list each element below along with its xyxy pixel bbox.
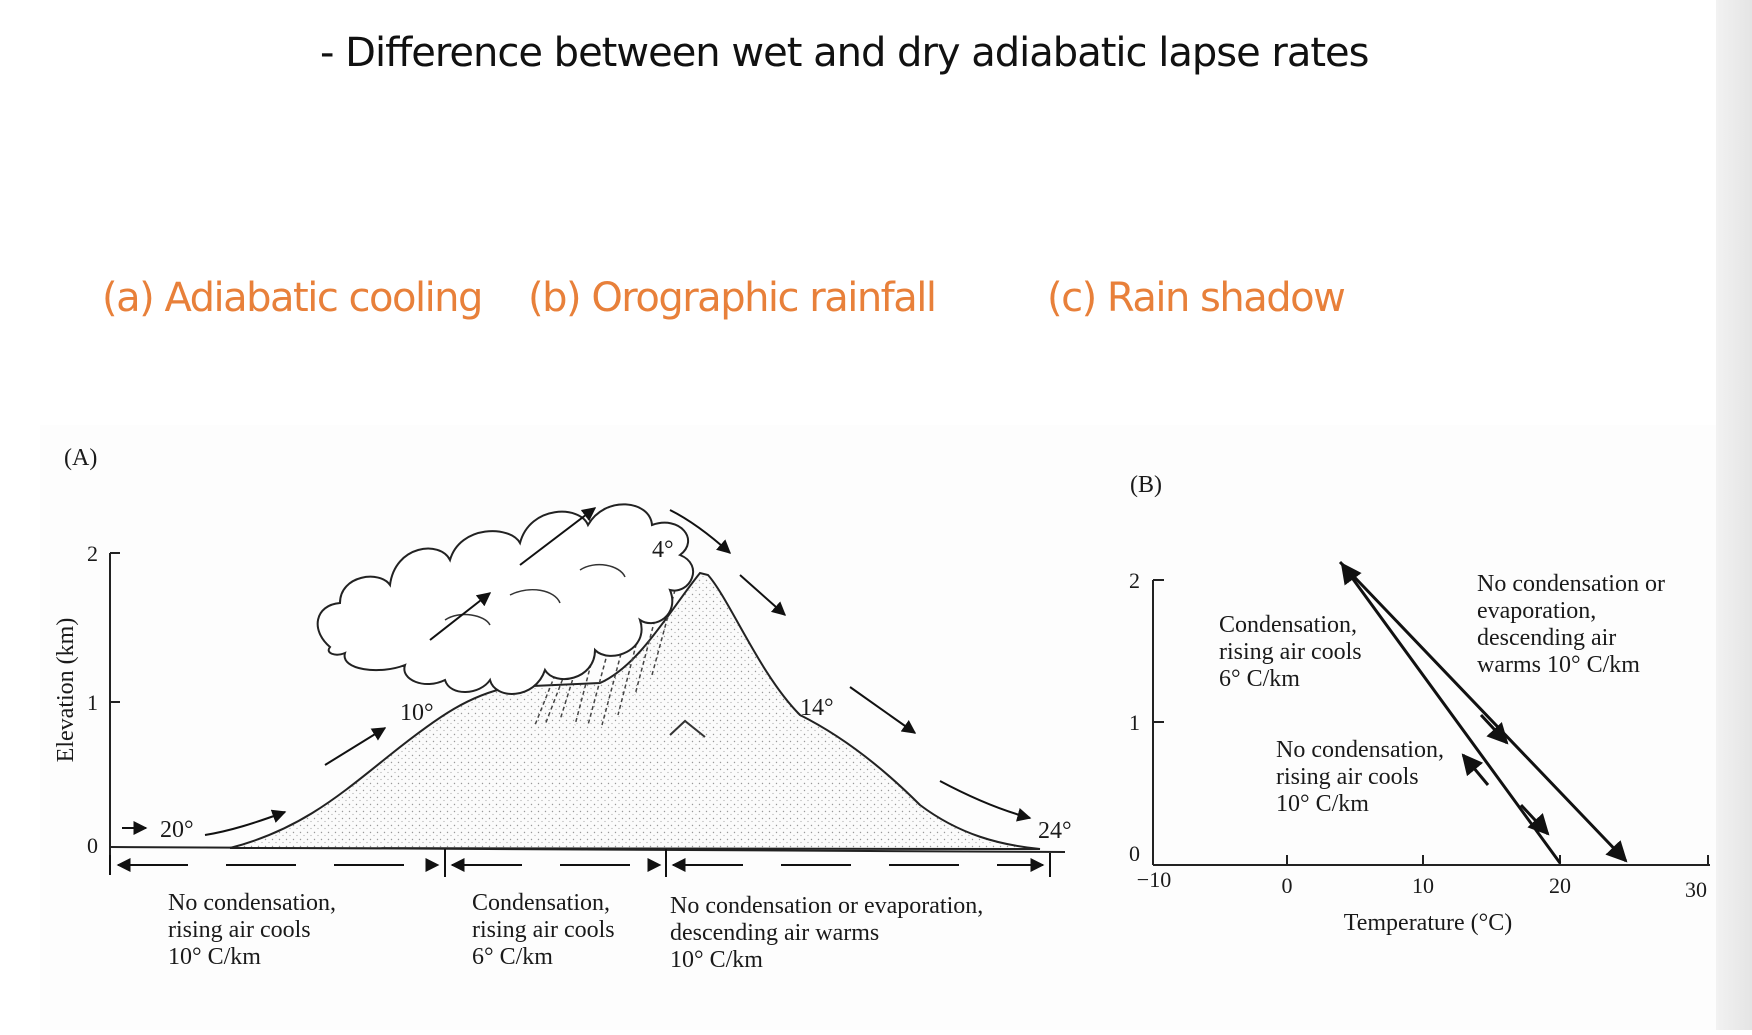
note-condensation: Condensation, rising air cools 6° C/km xyxy=(1219,612,1362,692)
x-tick-label-0: 0 xyxy=(1282,873,1293,898)
note-line: No condensation, xyxy=(1276,737,1444,763)
caption-line: 10° C/km xyxy=(670,947,763,973)
elevation-tick-label-2: 2 xyxy=(87,541,98,566)
elevation-axis-label: Elevation (km) xyxy=(53,618,79,763)
x-tick-label-20: 20 xyxy=(1549,873,1571,898)
temp-label-10: 10° xyxy=(400,700,434,726)
x-tick-label-30: 30 xyxy=(1685,877,1707,902)
note-line: rising air cools xyxy=(1219,639,1362,665)
panel-a-label: (A) xyxy=(64,445,97,471)
x-tick-label-10: 10 xyxy=(1412,873,1434,898)
caption-descending-warms: No condensation or evaporation, descendi… xyxy=(670,893,983,973)
caption-line: Condensation, xyxy=(472,890,610,916)
note-rising-dry: No condensation, rising air cools 10° C/… xyxy=(1276,737,1444,817)
x-ticks xyxy=(1286,855,1709,865)
note-line: warms 10° C/km xyxy=(1477,652,1640,678)
figure-panel: (A) Elevation (km) 0 1 2 xyxy=(40,425,1716,1030)
caption-condensation-rising: Condensation, rising air cools 6° C/km xyxy=(472,890,615,970)
page-title: - Difference between wet and dry adiabat… xyxy=(320,30,1369,76)
caption-line: No condensation or evaporation, xyxy=(670,893,983,919)
temp-label-14: 14° xyxy=(800,695,834,721)
caption-line: No condensation, xyxy=(168,890,336,916)
subtitle-adiabatic-cooling: (a) Adiabatic cooling xyxy=(102,275,483,321)
y-tick-label-1: 1 xyxy=(1129,710,1140,735)
mountain-ridge-mark xyxy=(669,719,706,738)
caption-line: 6° C/km xyxy=(472,944,553,970)
temp-label-24: 24° xyxy=(1038,818,1072,844)
caption-no-condensation-rising: No condensation, rising air cools 10° C/… xyxy=(168,890,336,970)
temp-label-20: 20° xyxy=(160,817,194,843)
segment-markers xyxy=(109,849,1051,877)
airflow-arrows xyxy=(122,507,1032,836)
note-line: 6° C/km xyxy=(1219,666,1300,692)
note-line: Condensation, xyxy=(1219,612,1357,638)
elevation-tick-label-0: 0 xyxy=(87,833,98,858)
y-tick-label-0: 0 xyxy=(1129,841,1140,866)
y-tick-label-2: 2 xyxy=(1129,568,1140,593)
temperature-axis-label: Temperature (°C) xyxy=(1344,910,1513,936)
cloud xyxy=(316,503,695,695)
lapse-rate-figure: (A) Elevation (km) 0 1 2 xyxy=(53,445,1710,973)
temp-label-4: 4° xyxy=(652,537,674,563)
note-line: 10° C/km xyxy=(1276,791,1369,817)
panel-a: (A) Elevation (km) 0 1 2 xyxy=(53,445,1072,973)
panel-b: (B) 2 1 0 −10 0 10 20 30 Temperature (°C… xyxy=(1129,472,1710,936)
caption-line: descending air warms xyxy=(670,920,879,946)
lapse-rate-lines xyxy=(1338,560,1628,864)
panel-b-label: (B) xyxy=(1130,472,1162,498)
subtitle-orographic-rainfall: (b) Orographic rainfall xyxy=(528,275,937,321)
page-edge-strip xyxy=(1716,0,1752,1030)
note-line: No condensation or xyxy=(1477,571,1665,597)
note-line: rising air cools xyxy=(1276,764,1419,790)
note-line: descending air xyxy=(1477,625,1616,651)
caption-line: rising air cools xyxy=(168,917,311,943)
mountain xyxy=(229,571,1041,850)
note-line: evaporation, xyxy=(1477,598,1596,624)
x-tick-label-neg10: −10 xyxy=(1137,867,1171,892)
subtitle-rain-shadow: (c) Rain shadow xyxy=(1047,275,1346,321)
note-descending-warms: No condensation or evaporation, descendi… xyxy=(1477,571,1665,678)
caption-line: rising air cools xyxy=(472,917,615,943)
caption-line: 10° C/km xyxy=(168,944,261,970)
cloud-detail xyxy=(444,563,626,626)
elevation-tick-label-1: 1 xyxy=(87,690,98,715)
